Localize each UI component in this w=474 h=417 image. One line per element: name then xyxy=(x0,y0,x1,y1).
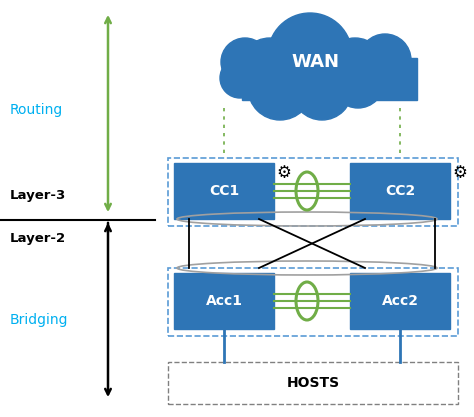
Text: CC1: CC1 xyxy=(209,184,239,198)
Bar xyxy=(168,268,458,336)
FancyBboxPatch shape xyxy=(350,273,450,329)
FancyBboxPatch shape xyxy=(350,163,450,219)
Circle shape xyxy=(332,56,384,108)
Text: CC2: CC2 xyxy=(385,184,415,198)
Bar xyxy=(168,158,458,226)
Text: HOSTS: HOSTS xyxy=(286,376,339,390)
Text: Layer-3: Layer-3 xyxy=(10,188,66,201)
Text: Acc2: Acc2 xyxy=(382,294,419,308)
Bar xyxy=(168,362,458,404)
Circle shape xyxy=(268,13,352,97)
Circle shape xyxy=(248,56,312,120)
Circle shape xyxy=(325,38,385,98)
Circle shape xyxy=(221,38,269,86)
Circle shape xyxy=(375,55,415,95)
Text: Layer-2: Layer-2 xyxy=(10,231,66,244)
Text: Acc1: Acc1 xyxy=(206,294,243,308)
Circle shape xyxy=(359,34,411,86)
Circle shape xyxy=(292,60,352,120)
Bar xyxy=(242,58,417,100)
Text: Bridging: Bridging xyxy=(10,313,69,327)
Text: WAN: WAN xyxy=(291,53,339,71)
Circle shape xyxy=(238,38,302,102)
Text: ⚙: ⚙ xyxy=(452,164,467,182)
Text: Routing: Routing xyxy=(10,103,63,117)
Circle shape xyxy=(220,58,260,98)
Text: ⚙: ⚙ xyxy=(276,164,291,182)
FancyBboxPatch shape xyxy=(174,163,274,219)
FancyBboxPatch shape xyxy=(174,273,274,329)
